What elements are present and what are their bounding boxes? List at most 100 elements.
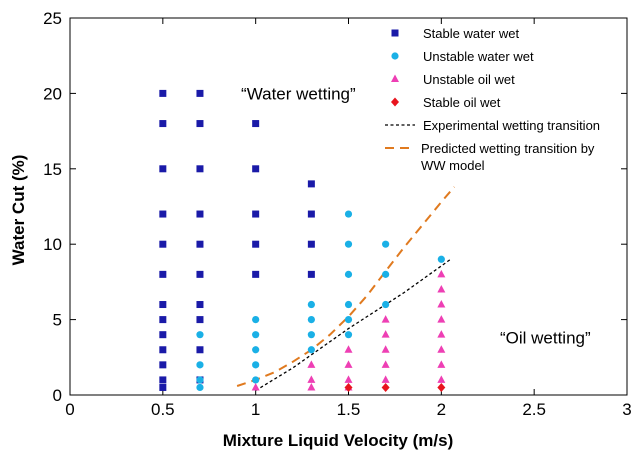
point-circle <box>196 376 204 384</box>
legend-label: Predicted wetting transition by <box>421 141 595 156</box>
legend-label: WW model <box>421 158 485 173</box>
point-square <box>252 270 260 278</box>
point-diamond <box>344 382 353 392</box>
x-tick-label: 3 <box>622 400 631 419</box>
point-triangle <box>437 269 446 278</box>
point-triangle <box>437 375 446 383</box>
point-square <box>159 301 167 309</box>
y-axis-label: Water Cut (%) <box>9 155 28 266</box>
point-square <box>196 316 204 324</box>
legend: Stable water wet Unstable water wet Unstab… <box>385 26 600 173</box>
region-annotation: “Oil wetting” <box>500 329 591 348</box>
point-circle <box>344 210 353 218</box>
point-square <box>196 270 204 278</box>
axes <box>69 17 628 396</box>
point-square <box>196 89 204 97</box>
point-circle <box>344 240 353 248</box>
point-square <box>159 270 167 278</box>
x-tick-label: 1.5 <box>337 400 361 419</box>
point-square <box>159 331 167 339</box>
x-tick-label: 2.5 <box>522 400 546 419</box>
predicted-transition-line <box>236 186 456 387</box>
point-square <box>307 180 315 188</box>
point-triangle <box>381 345 390 353</box>
point-square <box>159 346 167 354</box>
point-triangle <box>251 382 260 391</box>
x-tick-label: 1 <box>251 400 260 419</box>
point-triangle <box>437 330 446 338</box>
point-square <box>307 240 315 248</box>
x-tick-label: 0 <box>65 400 74 419</box>
point-square <box>252 210 260 218</box>
point-circle <box>307 316 315 324</box>
y-tick-label: 0 <box>53 386 62 405</box>
point-square <box>159 240 167 248</box>
point-circle <box>307 346 315 354</box>
point-square <box>252 240 260 248</box>
x-tick-label: 0.5 <box>151 400 175 419</box>
point-triangle <box>344 360 353 368</box>
point-triangle <box>307 360 316 368</box>
tick-labels: 0 0.5 1 1.5 2 2.5 3 0 5 10 15 20 25 <box>43 9 632 419</box>
point-circle <box>307 300 315 309</box>
point-circle <box>252 331 260 339</box>
point-square <box>159 210 167 218</box>
point-square <box>159 361 167 369</box>
point-triangle <box>381 315 390 323</box>
point-circle <box>252 316 260 324</box>
legend-label: Stable oil wet <box>423 95 501 110</box>
annotations: “Water wetting” “Oil wetting” <box>241 84 591 347</box>
point-circle <box>382 270 390 278</box>
point-triangle <box>344 375 353 383</box>
y-tick-label: 10 <box>43 235 62 254</box>
point-triangle <box>381 375 390 383</box>
point-circle <box>196 331 204 339</box>
point-triangle <box>437 284 446 293</box>
point-circle <box>344 316 353 324</box>
x-tick-label: 2 <box>437 400 446 419</box>
legend-marker <box>391 52 399 60</box>
x-axis-label: Mixture Liquid Velocity (m/s) <box>223 431 453 450</box>
point-triangle <box>344 345 353 353</box>
point-circle <box>196 383 204 392</box>
point-circle <box>252 376 260 384</box>
legend-marker <box>391 97 399 107</box>
legend-marker <box>391 29 399 37</box>
point-triangle <box>307 375 316 383</box>
y-tick-label: 5 <box>53 311 62 330</box>
point-triangle <box>437 315 446 323</box>
legend-label: Unstable oil wet <box>423 72 515 87</box>
point-triangle <box>307 382 316 391</box>
point-square <box>159 316 167 324</box>
point-square <box>196 240 204 248</box>
point-square <box>252 120 260 128</box>
point-square <box>196 346 204 354</box>
point-square <box>159 165 167 173</box>
legend-marker <box>391 74 399 82</box>
point-square <box>196 301 204 309</box>
point-square <box>196 120 204 128</box>
point-square <box>252 165 260 173</box>
point-diamond <box>437 382 446 392</box>
point-circle <box>252 361 260 369</box>
point-square <box>307 270 315 278</box>
point-circle <box>252 346 260 354</box>
legend-label: Stable water wet <box>423 26 519 41</box>
point-triangle <box>437 360 446 368</box>
data-points <box>159 89 446 392</box>
point-square <box>307 210 315 218</box>
point-circle <box>307 331 315 339</box>
point-circle <box>344 300 353 309</box>
point-square <box>159 376 167 384</box>
transition-lines <box>236 186 456 392</box>
point-triangle <box>437 345 446 353</box>
point-square <box>196 210 204 218</box>
point-triangle <box>381 330 390 338</box>
point-circle <box>382 300 390 309</box>
point-circle <box>382 240 390 248</box>
point-square <box>159 120 167 128</box>
point-circle <box>344 270 353 278</box>
point-square <box>159 89 167 97</box>
legend-label: Experimental wetting transition <box>423 118 600 133</box>
